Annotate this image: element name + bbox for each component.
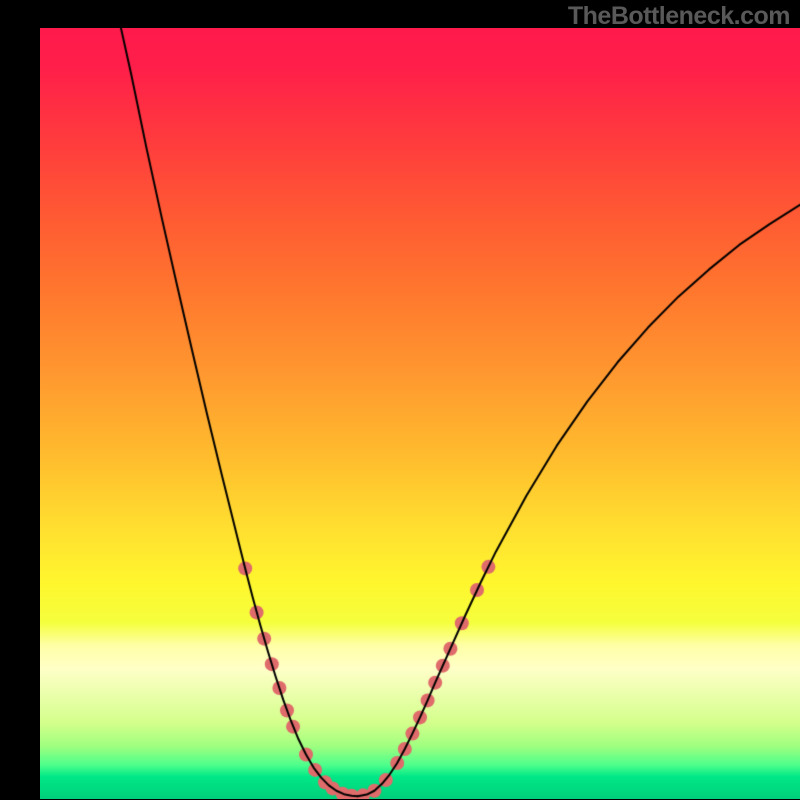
- bottleneck-chart: [40, 28, 800, 800]
- frame-left: [0, 0, 40, 800]
- watermark: TheBottleneck.com: [568, 2, 790, 31]
